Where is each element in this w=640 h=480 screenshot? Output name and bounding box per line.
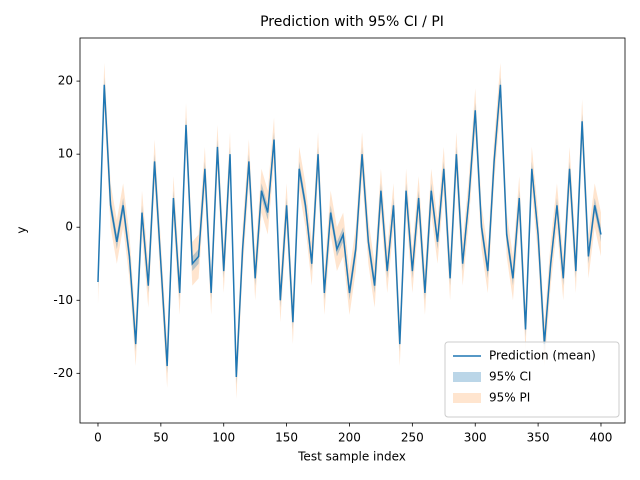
x-axis-label: Test sample index	[297, 450, 406, 464]
x-tick-label: 200	[338, 431, 361, 445]
legend-label: 95% PI	[489, 391, 530, 405]
x-tick-label: 250	[401, 431, 424, 445]
legend-swatch	[453, 393, 481, 403]
legend-swatch	[453, 372, 481, 382]
legend-label: 95% CI	[489, 370, 531, 384]
y-tick-label: 0	[65, 220, 73, 234]
y-tick-label: -10	[53, 293, 73, 307]
legend-label: Prediction (mean)	[489, 349, 596, 363]
y-axis-label: y	[15, 226, 29, 233]
chart-title: Prediction with 95% CI / PI	[260, 14, 444, 30]
legend-box	[444, 341, 620, 418]
x-tick-label: 150	[275, 431, 298, 445]
x-tick-label: 300	[464, 431, 487, 445]
x-tick-label: 100	[212, 431, 235, 445]
x-tick-label: 0	[94, 431, 102, 445]
line	[97, 84, 602, 378]
axes-frame	[79, 37, 626, 424]
x-tick-label: 50	[153, 431, 168, 445]
y-tick-label: 10	[58, 147, 73, 161]
plot-area	[97, 62, 602, 399]
y-tick-label: 20	[58, 74, 73, 88]
y-tick-label: -20	[53, 366, 73, 380]
x-tick-label: 400	[590, 431, 613, 445]
x-tick-label: 350	[527, 431, 550, 445]
